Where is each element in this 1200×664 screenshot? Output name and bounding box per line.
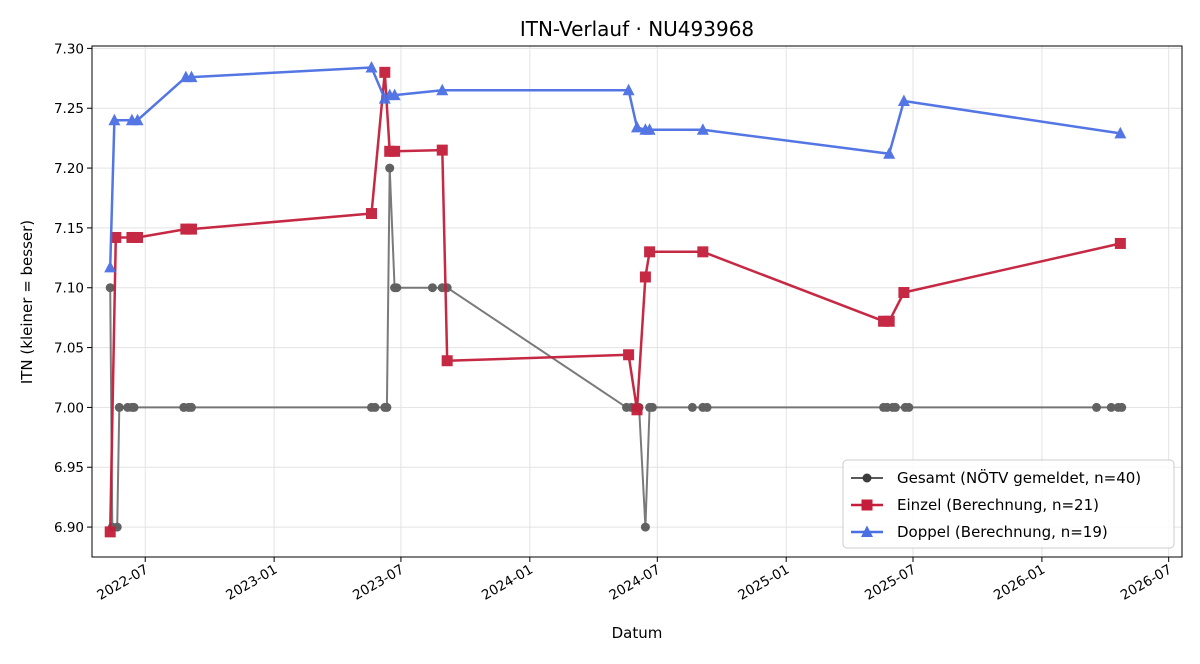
gesamt-point <box>427 283 437 293</box>
gesamt-point <box>129 402 139 412</box>
legend-swatch-marker <box>861 499 873 511</box>
doppel-point <box>378 92 391 104</box>
gesamt-point <box>1106 402 1116 412</box>
einzel-point <box>126 231 138 243</box>
gesamt-point <box>647 402 657 412</box>
gesamt-point <box>105 283 115 293</box>
doppel-point <box>631 120 643 133</box>
einzel-point <box>697 246 709 258</box>
plot-frame <box>91 45 1183 558</box>
gesamt-point <box>370 402 380 412</box>
einzel-point <box>379 66 391 78</box>
x-axis-label: Datum <box>612 624 663 642</box>
y-axis-label: ITN (kleiner = besser) <box>18 220 36 384</box>
einzel-point <box>883 315 895 327</box>
gesamt-point <box>1117 402 1127 412</box>
doppel-point <box>388 88 401 101</box>
doppel-point <box>104 260 117 273</box>
y-tick-label: 7.00 <box>54 400 84 416</box>
doppel-point <box>643 123 656 135</box>
gesamt-point <box>1092 402 1102 412</box>
legend: Gesamt (NÖTV gemeldet, n=40) Einzel (Bere… <box>842 459 1175 549</box>
chart-title: ITN-Verlauf · NU493968 <box>520 17 754 41</box>
y-tick-label: 7.10 <box>54 281 84 297</box>
y-tick-label: 7.05 <box>54 341 84 357</box>
doppel-point <box>365 61 378 73</box>
einzel-point <box>644 246 656 258</box>
gesamt-series-group <box>105 163 1127 532</box>
grid-layer <box>92 46 1182 557</box>
einzel-point <box>180 223 192 235</box>
doppel-point <box>436 83 449 96</box>
y-tick-label: 7.25 <box>54 101 84 117</box>
y-tick-label: 7.30 <box>54 41 84 57</box>
gesamt-point <box>392 283 402 293</box>
legend-entry-label: Doppel (Berechnung, n=19) <box>897 523 1108 541</box>
einzel-point <box>631 404 643 416</box>
legend-entry-label: Einzel (Berechnung, n=21) <box>897 496 1099 514</box>
y-tick-label: 7.20 <box>54 161 84 177</box>
series-layer <box>104 61 1127 538</box>
einzel-point <box>436 144 448 156</box>
y-tick-label: 6.90 <box>54 520 84 536</box>
einzel-series-group <box>104 66 1126 538</box>
doppel-point <box>185 70 198 83</box>
einzel-point <box>366 208 378 220</box>
einzel-point <box>623 349 635 361</box>
gesamt-point <box>640 522 650 532</box>
doppel-point <box>883 147 896 159</box>
einzel-point <box>1114 237 1126 249</box>
einzel-point <box>185 223 197 235</box>
doppel-point <box>696 123 709 135</box>
gesamt-point <box>687 402 697 412</box>
einzel-point <box>898 287 910 299</box>
legend-entry-label: Gesamt (NÖTV gemeldet, n=40) <box>897 468 1141 487</box>
gesamt-point <box>382 402 392 412</box>
gesamt-point <box>114 402 124 412</box>
einzel-point <box>878 315 890 327</box>
gesamt-point <box>385 163 395 173</box>
einzel-point <box>110 231 122 243</box>
einzel-point <box>132 231 144 243</box>
einzel-point <box>104 526 116 538</box>
gesamt-point <box>890 402 900 412</box>
einzel-point <box>441 355 453 367</box>
einzel-point <box>389 145 401 157</box>
doppel-point <box>897 94 910 107</box>
y-tick-label: 7.15 <box>54 221 84 237</box>
legend-swatch-marker <box>861 525 873 537</box>
legend-box <box>842 459 1175 549</box>
doppel-series-group <box>104 61 1127 273</box>
einzel-point <box>639 271 651 283</box>
gesamt-point <box>904 402 914 412</box>
doppel-point <box>108 113 121 126</box>
doppel-point <box>131 113 144 126</box>
gesamt-point <box>186 402 196 412</box>
doppel-point <box>1114 126 1127 139</box>
doppel-point <box>622 83 635 96</box>
gesamt-point <box>702 402 712 412</box>
gesamt-point <box>442 283 452 293</box>
y-tick-label: 6.95 <box>54 460 84 476</box>
legend-swatch-marker <box>862 473 872 483</box>
